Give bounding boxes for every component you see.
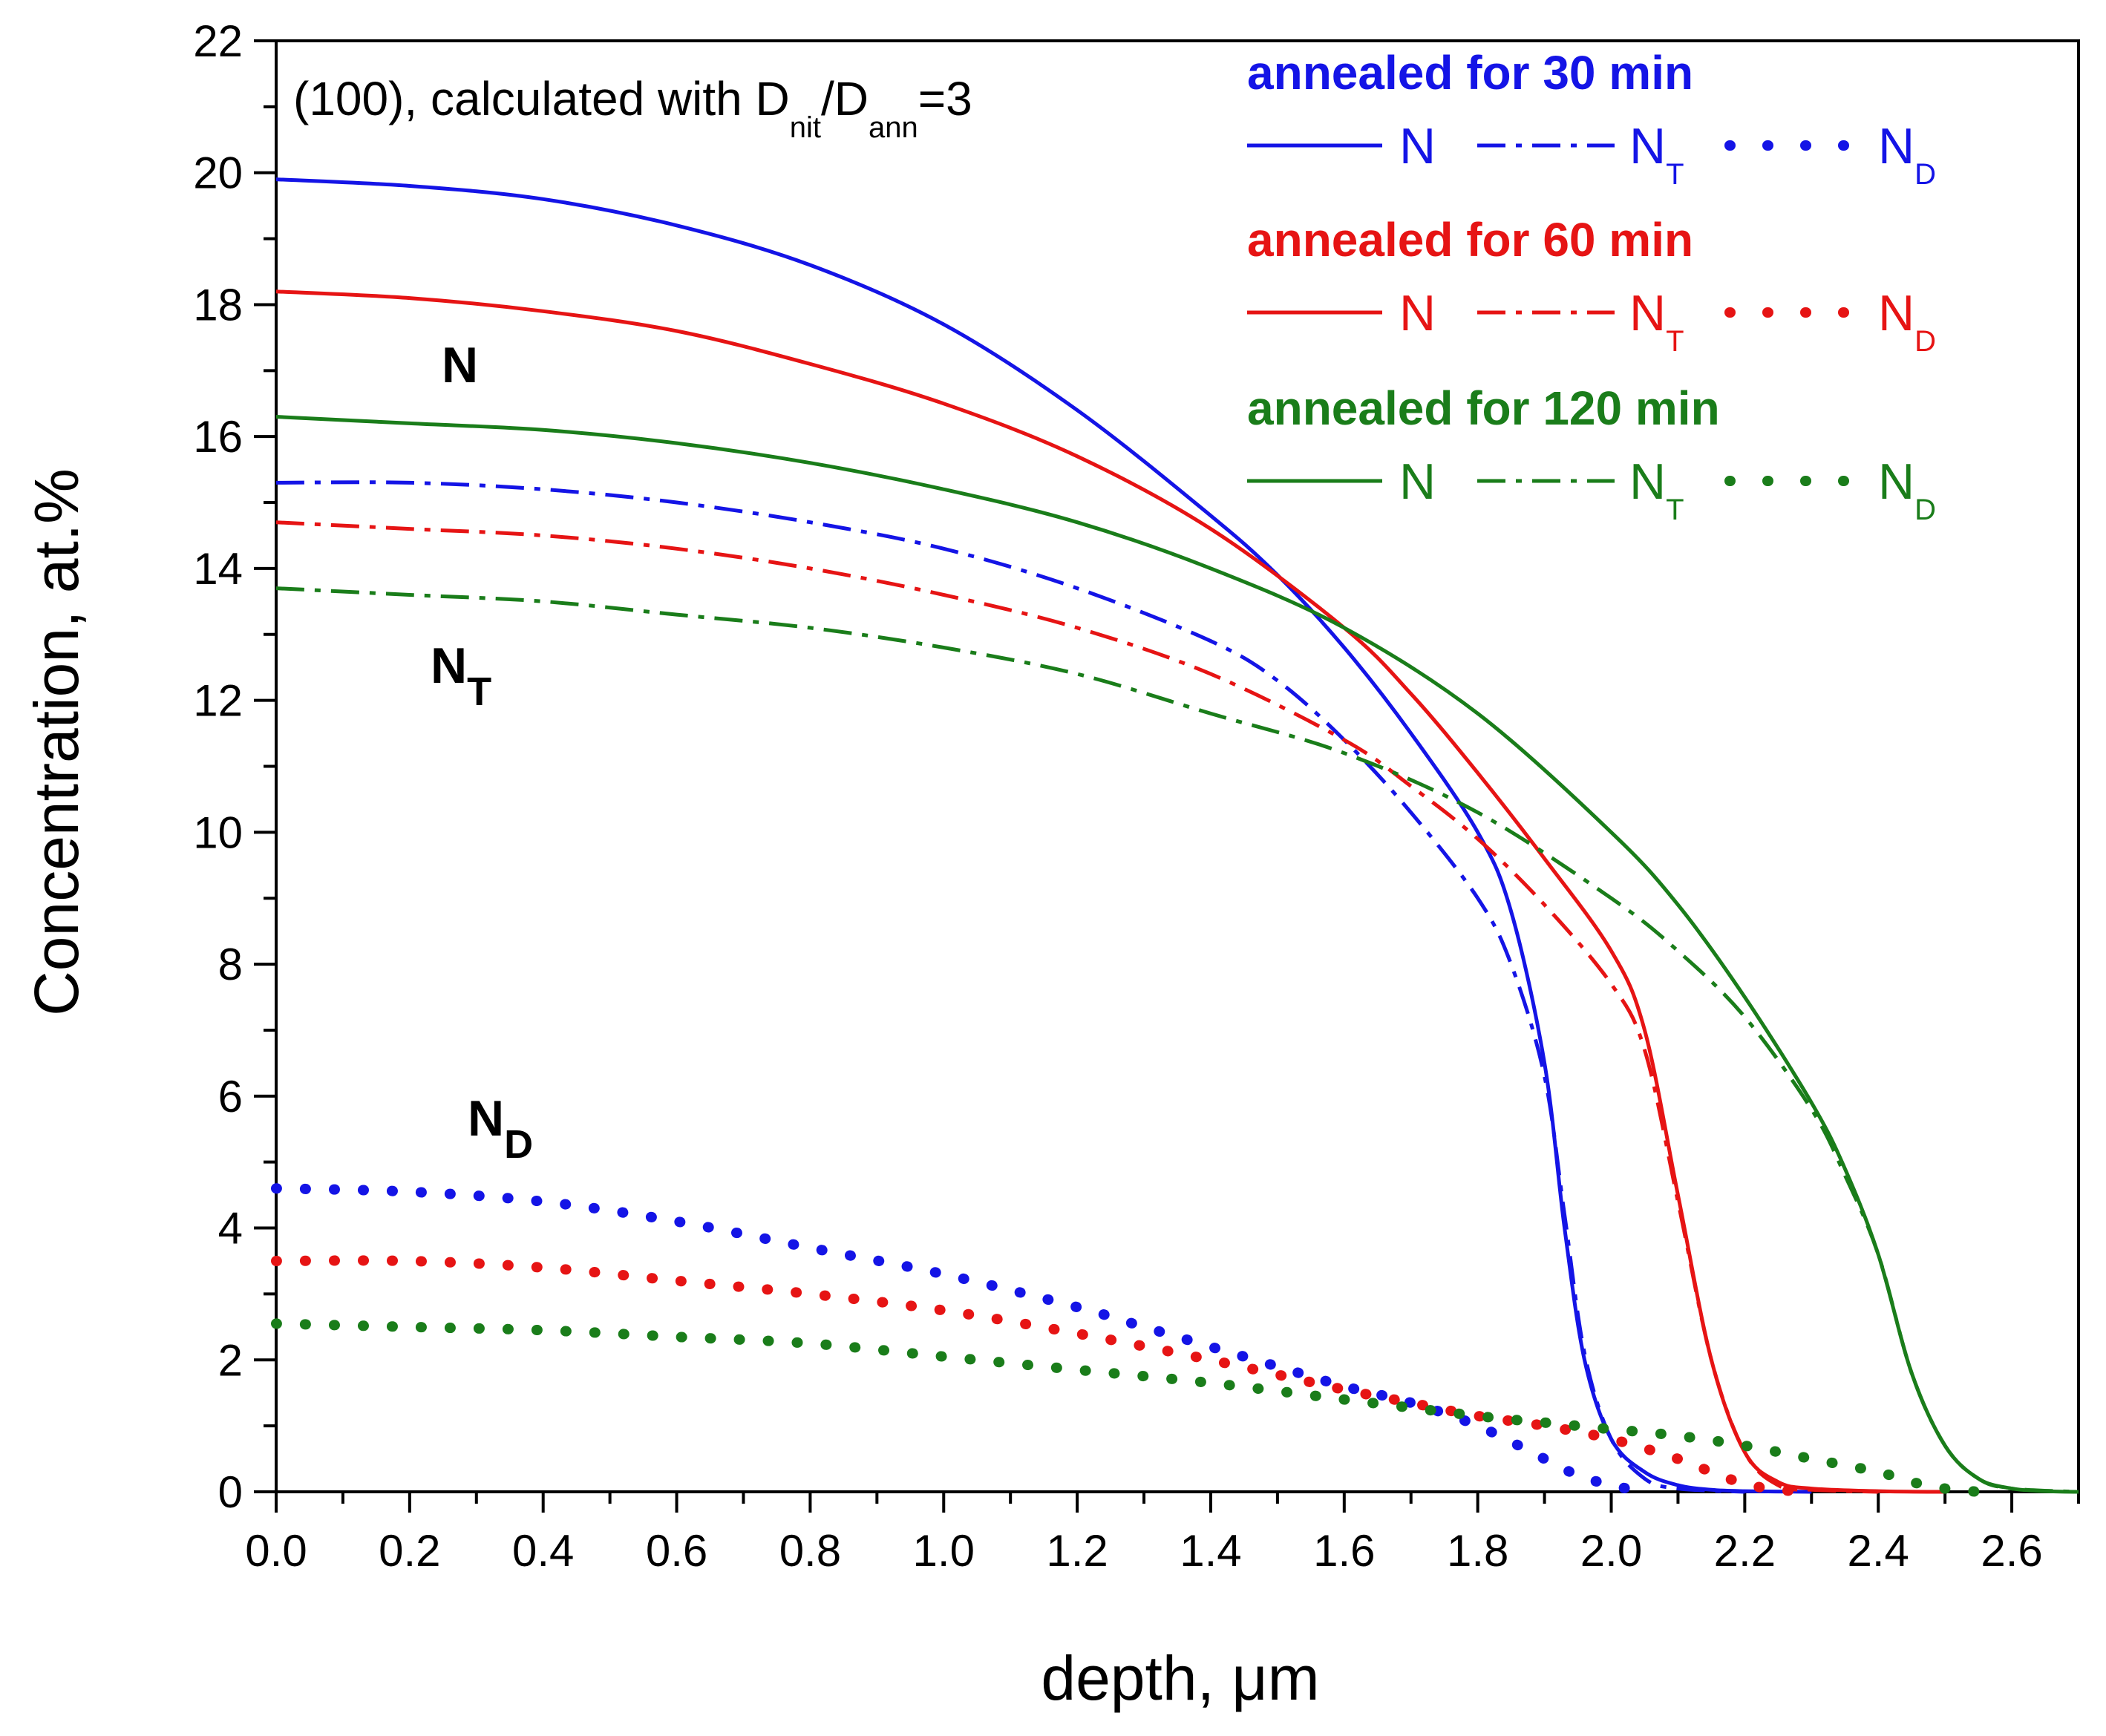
x-tick-label: 0.4 <box>512 1526 574 1576</box>
legend-group-title: annealed for 120 min <box>1247 381 1720 435</box>
annotation-sub-ann: ann <box>869 111 918 144</box>
x-tick-label: 0.0 <box>245 1526 307 1576</box>
x-tick-label: 2.2 <box>1714 1526 1776 1576</box>
y-tick-label: 10 <box>193 808 243 857</box>
y-tick-label: 2 <box>218 1335 243 1385</box>
legend-group-title: annealed for 60 min <box>1247 213 1693 266</box>
y-tick-label: 6 <box>218 1072 243 1121</box>
annotation-prefix: (100), calculated with D <box>293 72 790 125</box>
legend-label-n: N <box>1399 285 1436 341</box>
legend-label-n: N <box>1399 453 1436 510</box>
y-tick-label: 20 <box>193 148 243 198</box>
legend-label-nt: NT <box>1629 285 1684 358</box>
curve-label-nd: ND <box>468 1090 533 1167</box>
x-tick-label: 2.0 <box>1580 1526 1642 1576</box>
legend-group-title: annealed for 30 min <box>1247 46 1693 99</box>
curve-label-nt-sub: T <box>467 669 491 714</box>
x-tick-label: 2.6 <box>1981 1526 2042 1576</box>
y-tick-label: 12 <box>193 676 243 726</box>
series-line-nd-60min <box>271 1255 1817 1497</box>
x-tick-label: 0.8 <box>779 1526 841 1576</box>
annotation-suffix: =3 <box>918 72 972 125</box>
curve-label-nt-main: N <box>431 638 467 694</box>
x-tick-label: 1.6 <box>1313 1526 1375 1576</box>
x-tick-label: 2.4 <box>1848 1526 1909 1576</box>
legend-label-nd: ND <box>1878 285 1936 358</box>
curve-label-nd-sub: D <box>504 1122 533 1167</box>
x-tick-label: 1.8 <box>1447 1526 1508 1576</box>
x-tick-label: 1.4 <box>1180 1526 1241 1576</box>
series-line-nd-30min <box>271 1183 1650 1497</box>
x-axis-title: depth, μm <box>1041 1643 1319 1713</box>
y-tick-label: 4 <box>218 1204 243 1254</box>
annotation-mid: /D <box>821 72 869 125</box>
legend-label-nd: ND <box>1878 453 1936 526</box>
legend-label-n: N <box>1399 118 1436 174</box>
y-tick-label: 14 <box>193 544 243 594</box>
series-line-nd-120min <box>271 1318 1984 1497</box>
y-tick-label: 16 <box>193 412 243 462</box>
y-tick-label: 0 <box>218 1467 243 1517</box>
legend: annealed for 30 min N NT ND annealed for 60 … <box>1247 46 1936 526</box>
y-tick-label: 22 <box>193 16 243 66</box>
x-tick-label: 1.0 <box>913 1526 975 1576</box>
legend-label-nt: NT <box>1629 453 1684 526</box>
legend-label-nd: ND <box>1878 118 1936 191</box>
legend-label-nt: NT <box>1629 118 1684 191</box>
y-tick-label: 8 <box>218 940 243 989</box>
annotation-sub-nit: nit <box>790 111 821 144</box>
curve-label-nt: NT <box>431 638 491 714</box>
x-tick-label: 1.2 <box>1046 1526 1108 1576</box>
series-line-nt-120min <box>275 586 2079 1494</box>
curve-label-nd-main: N <box>468 1090 504 1147</box>
y-axis-title: Concentration, at.% <box>22 468 91 1016</box>
y-tick-label: 18 <box>193 280 243 330</box>
x-tick-label: 0.6 <box>646 1526 707 1576</box>
curve-label-n: N <box>442 337 478 393</box>
annotation-text: (100), calculated with Dnit/Dann=3 <box>293 72 972 144</box>
series-line-n-30min <box>275 177 1812 1494</box>
x-tick-label: 0.2 <box>379 1526 440 1576</box>
